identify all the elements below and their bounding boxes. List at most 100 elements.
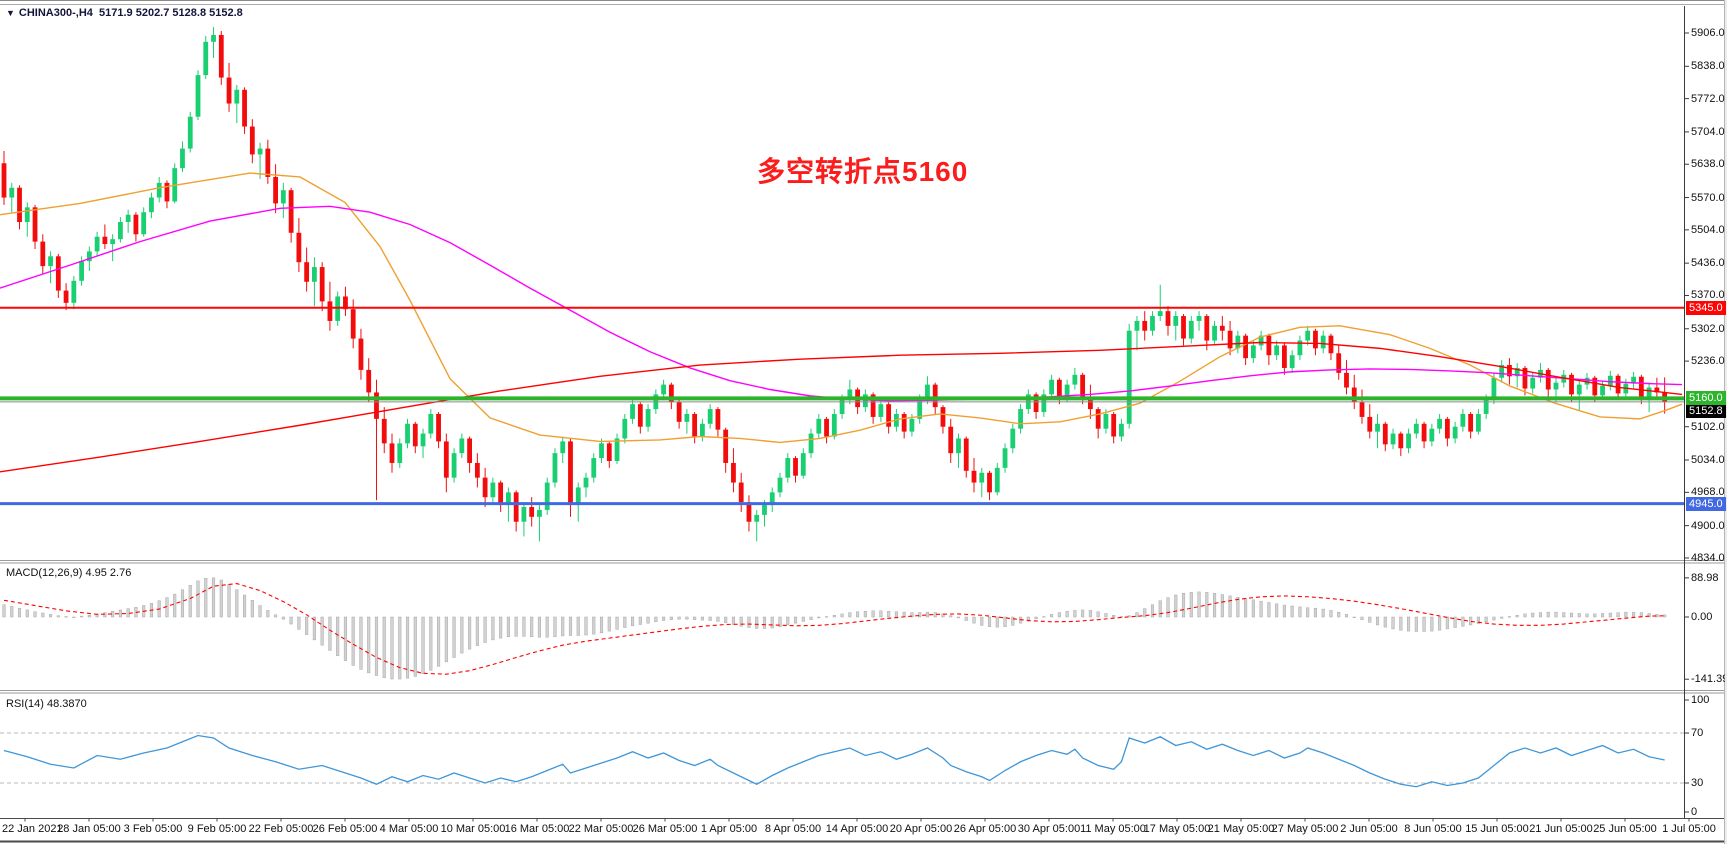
price-axis-label: 5034.0 [1691, 454, 1725, 467]
macd-histogram-bar [1476, 616, 1480, 624]
price-axis-label: 4968.0 [1691, 486, 1725, 499]
candle-body [1584, 377, 1590, 385]
macd-histogram-bar [1375, 616, 1380, 626]
macd-histogram-bar [1608, 612, 1612, 618]
macd-histogram-bar [545, 616, 549, 638]
candle-body [1592, 377, 1598, 396]
macd-histogram-bar [1507, 616, 1511, 618]
candle-body [1088, 397, 1093, 410]
macd-histogram-bar [522, 616, 526, 637]
macd-histogram-bar [514, 616, 518, 637]
candle-body [568, 441, 573, 506]
macd-histogram-bar [731, 616, 735, 625]
macd-histogram-bar [64, 616, 68, 618]
macd-histogram-bar [1663, 614, 1667, 618]
candle-body [878, 404, 884, 417]
candle-body [940, 407, 946, 427]
macd-histogram-bar [1399, 616, 1403, 631]
macd-histogram-bar [1298, 606, 1302, 618]
candle-body [575, 487, 581, 506]
candle-body [1607, 375, 1613, 386]
macd-histogram-bar [1407, 616, 1411, 632]
macd-histogram-bar [281, 616, 285, 620]
candle-body [1266, 335, 1272, 356]
macd-histogram-bar [1251, 599, 1255, 618]
macd-histogram-bar [266, 610, 270, 618]
macd-histogram-bar [716, 616, 720, 622]
candle-body [296, 232, 302, 263]
candle-body [1056, 379, 1062, 398]
candle-body [1421, 423, 1427, 442]
candle-body [1165, 311, 1171, 326]
macd-histogram-bar [274, 614, 278, 618]
macd-histogram-bar [405, 616, 410, 679]
candle-body [1274, 345, 1280, 356]
candle-body [544, 482, 550, 510]
macd-histogram-bar [1624, 611, 1628, 618]
candle-body [397, 443, 403, 463]
macd-histogram-bar [1306, 607, 1310, 618]
macd-histogram-bar [537, 616, 541, 638]
time-axis-label: 26 Apr 05:00 [953, 823, 1017, 835]
candle-body [1569, 374, 1574, 395]
macd-histogram-bar [1135, 612, 1139, 618]
macd-histogram-bar [1321, 608, 1325, 618]
candle-body [1530, 377, 1536, 389]
macd-histogram-bar [631, 616, 635, 627]
candle-body [1336, 353, 1342, 373]
macd-histogram-bar [491, 616, 495, 641]
candle-body [1468, 413, 1474, 432]
candle-body [490, 482, 496, 498]
candle-body [948, 426, 954, 454]
macd-histogram-bar [421, 616, 425, 675]
macd-histogram-bar [793, 616, 798, 624]
time-axis-label: 2 Jun 05:00 [1340, 823, 1398, 835]
candle-body [436, 413, 441, 442]
macd-histogram-bar [87, 614, 91, 618]
macd-histogram-bar [312, 616, 316, 641]
candle-body [482, 477, 488, 498]
macd-histogram-bar [429, 616, 433, 671]
macd-histogram-bar [1469, 616, 1473, 626]
price-axis-label: 5838.0 [1691, 60, 1725, 73]
macd-histogram-bar [250, 600, 254, 618]
macd-histogram-bar [801, 616, 805, 622]
candle-body [498, 482, 504, 506]
candle-body [979, 472, 985, 483]
macd-histogram-bar [1143, 608, 1147, 618]
candle-body [459, 438, 465, 454]
time-axis-label: 1 Jul 05:00 [1662, 823, 1716, 835]
time-axis-label: 16 Mar 05:00 [504, 823, 570, 835]
candle-body [1282, 345, 1287, 368]
candle-body [164, 182, 170, 202]
candle-body [48, 256, 53, 267]
macd-histogram-bar [1546, 611, 1550, 618]
candle-body [257, 148, 263, 155]
price-axis-label: 5504.0 [1691, 223, 1725, 236]
macd-histogram-bar [1585, 613, 1589, 618]
macd-histogram-bar [1290, 605, 1294, 618]
macd-histogram-bar [1189, 592, 1193, 618]
macd-histogram-bar [1220, 594, 1224, 618]
candle-body [1646, 387, 1652, 398]
candle-body [606, 443, 612, 461]
candle-body [583, 477, 589, 488]
candle-body [987, 472, 992, 493]
candle-body [1390, 433, 1396, 445]
candle-body [630, 404, 635, 419]
macd-axis-label: -141.39 [1691, 673, 1727, 686]
macd-histogram-bar [856, 611, 860, 618]
macd-histogram-bar [1236, 596, 1240, 618]
macd-histogram-bar [530, 616, 534, 638]
macd-histogram-bar [41, 612, 45, 618]
chevron-down-icon[interactable]: ▼ [6, 8, 15, 18]
candle-body [614, 438, 620, 461]
candle-body [1258, 335, 1264, 346]
macd-histogram-bar [599, 616, 604, 634]
candle-body [1219, 325, 1225, 331]
candle-body [1227, 330, 1233, 349]
candle-body [731, 462, 736, 483]
macd-histogram-bar [1197, 591, 1201, 618]
